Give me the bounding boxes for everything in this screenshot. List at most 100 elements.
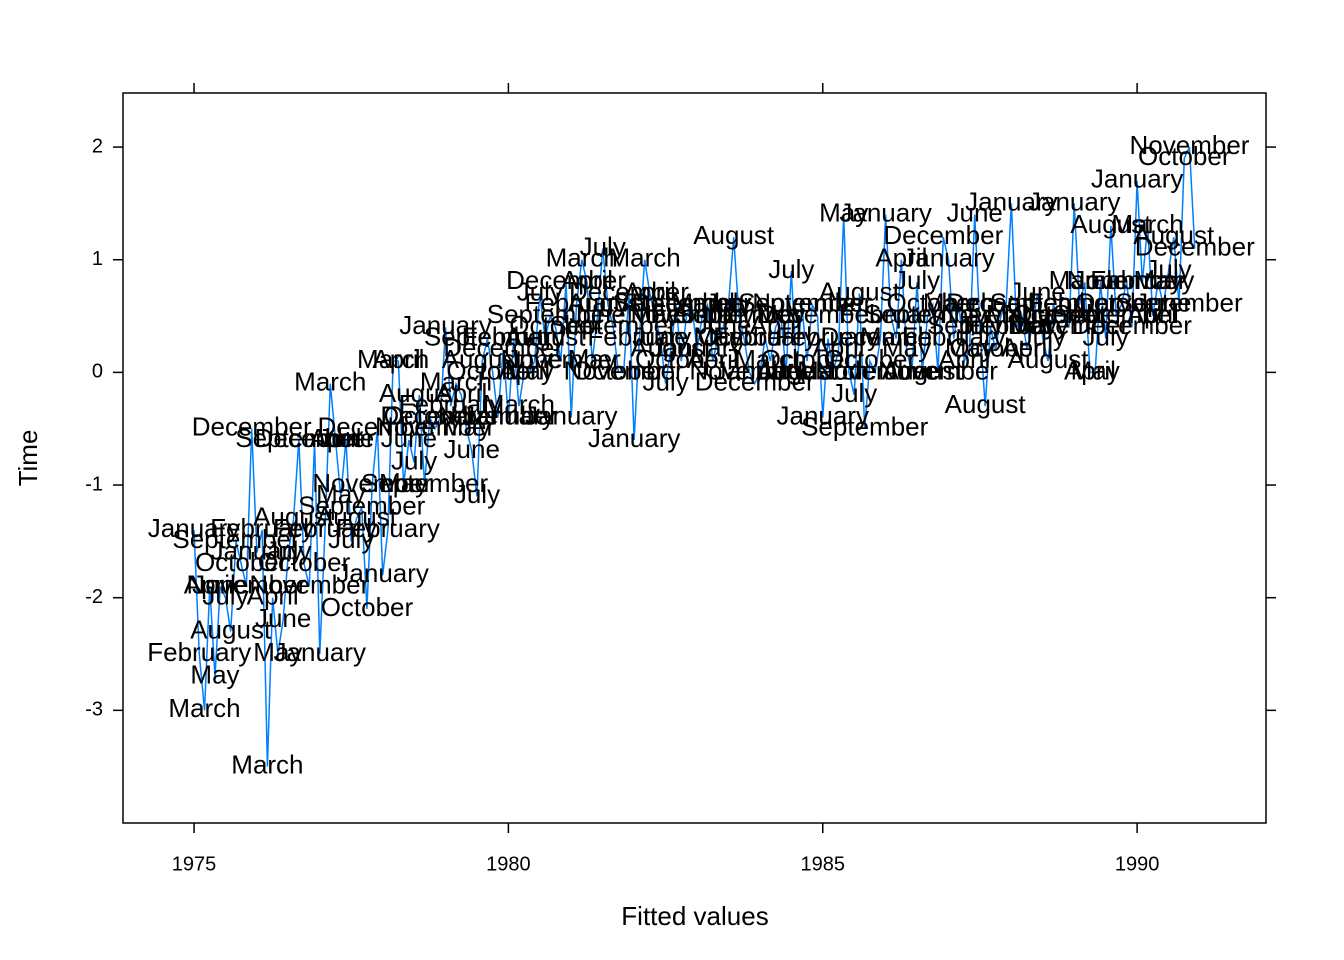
point-label: August [253, 502, 335, 532]
point-label: December [380, 400, 500, 430]
point-label: May [882, 333, 931, 363]
point-label: November [1004, 299, 1124, 329]
point-label: August [1008, 344, 1090, 374]
point-label: July [1020, 321, 1066, 351]
point-label: December [946, 288, 1066, 318]
point-label: July [265, 536, 311, 566]
point-label: May [1071, 355, 1120, 385]
point-label: November [564, 355, 684, 385]
point-label: November [375, 412, 495, 442]
point-label: December [632, 288, 752, 318]
point-label: October [1075, 288, 1168, 318]
point-label: August [1070, 209, 1152, 239]
point-label: March [231, 750, 303, 780]
point-label: December [1072, 310, 1192, 340]
point-label: August [945, 389, 1027, 419]
point-label: February [462, 321, 566, 351]
point-label: January [462, 400, 555, 430]
y-tick-label: -1 [85, 473, 103, 495]
point-label: May [819, 198, 868, 228]
point-label: September [612, 288, 740, 318]
point-label: August [819, 276, 901, 306]
point-label: February [1027, 288, 1131, 318]
point-label: November [312, 468, 432, 498]
point-label: May [568, 344, 617, 374]
point-label: October [321, 592, 414, 622]
plot-frame [122, 92, 1267, 824]
point-label: January [902, 243, 995, 273]
point-label: July [391, 445, 437, 475]
point-label: July [894, 265, 940, 295]
point-label: February [776, 321, 880, 351]
point-label: December [1135, 231, 1255, 261]
point-label: December [506, 265, 626, 295]
point-label: December [192, 412, 312, 442]
point-label: March [168, 693, 240, 723]
point-label: February [587, 321, 691, 351]
point-label: May [505, 355, 554, 385]
point-label: April [372, 344, 424, 374]
point-label: September [487, 299, 615, 329]
point-label: June [1135, 288, 1191, 318]
point-label: October [384, 400, 477, 430]
point-label: February [273, 513, 377, 543]
point-label: December [758, 299, 878, 329]
x-tick-label: 1985 [801, 853, 846, 875]
point-label: March [734, 344, 806, 374]
point-label: October [1138, 141, 1231, 171]
point-label: February [1090, 265, 1194, 295]
point-label: August [316, 502, 398, 532]
point-label: August [882, 355, 964, 385]
point-label: July [642, 367, 688, 397]
point-label: November [941, 299, 1061, 329]
point-label: March [797, 355, 869, 385]
point-label: December [1009, 310, 1129, 340]
point-label: March [420, 367, 492, 397]
point-label: April [435, 378, 487, 408]
point-label: September [235, 423, 363, 453]
point-label: May [190, 659, 239, 689]
point-label: May [945, 333, 994, 363]
point-label: March [609, 243, 681, 273]
point-label: October [195, 547, 288, 577]
point-label: February [713, 321, 817, 351]
point-label: July [454, 479, 500, 509]
point-label: March [671, 288, 743, 318]
point-label: April [1064, 355, 1116, 385]
point-label: March [986, 299, 1058, 329]
point-label: June [884, 355, 940, 385]
point-label: October [635, 344, 728, 374]
point-label: November [815, 355, 935, 385]
point-label: April [247, 581, 299, 611]
point-label: June [1072, 265, 1128, 295]
point-label: May [1008, 310, 1057, 340]
point-label: November [878, 355, 998, 385]
y-tick-label: 2 [92, 135, 103, 157]
point-label: February [524, 288, 628, 318]
point-label: September [361, 468, 489, 498]
point-label: April [687, 344, 739, 374]
point-label: October [1012, 299, 1105, 329]
point-label: June [695, 310, 751, 340]
point-label: June [255, 603, 311, 633]
point-label: February [210, 513, 314, 543]
point-label: May [253, 637, 302, 667]
x-tick-label: 1990 [1115, 853, 1160, 875]
point-label: January [839, 198, 932, 228]
point-label: July [1083, 321, 1129, 351]
point-label: April [750, 310, 802, 340]
point-label: June [947, 198, 1003, 228]
point-label: October [509, 310, 602, 340]
point-label: September [298, 490, 426, 520]
point-label: February [147, 637, 251, 667]
point-label: January [525, 400, 618, 430]
point-label: September [675, 299, 803, 329]
point-label: September [172, 524, 300, 554]
point-label: July [831, 378, 877, 408]
point-label: November [438, 400, 558, 430]
point-label: April [938, 344, 990, 374]
point-label: September [801, 412, 929, 442]
point-label: November [1130, 130, 1250, 160]
point-label: October [446, 355, 539, 385]
